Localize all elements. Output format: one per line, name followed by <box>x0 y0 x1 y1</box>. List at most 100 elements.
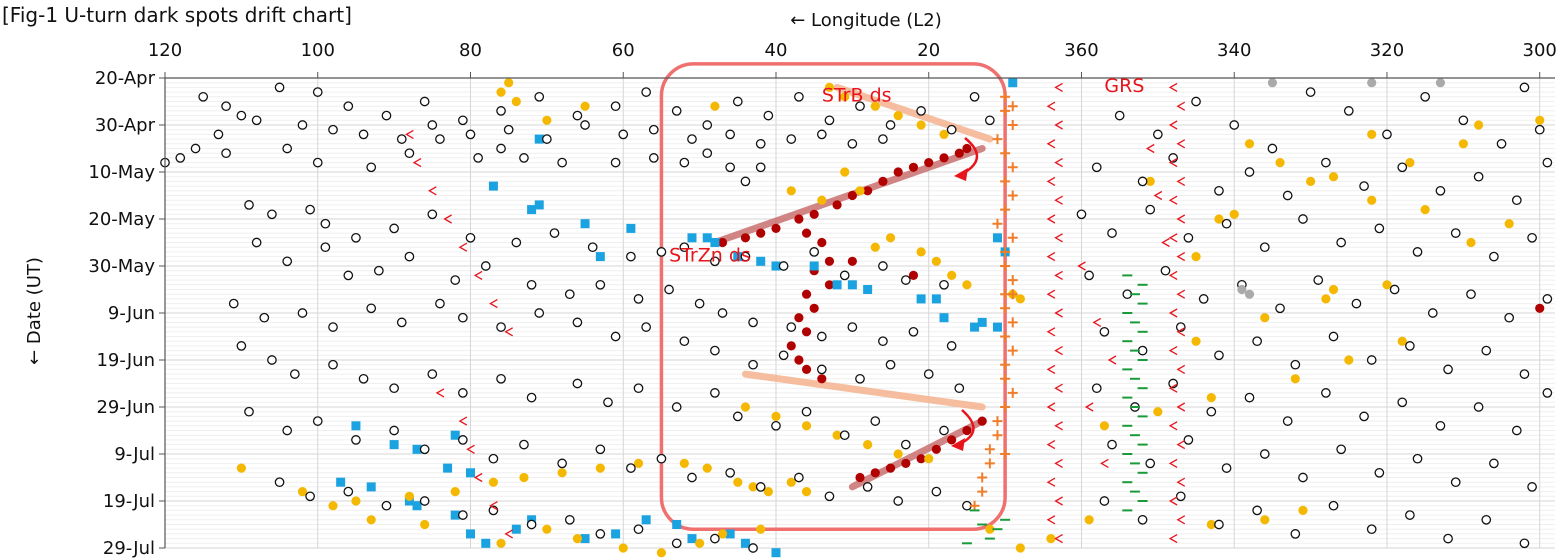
data-point-orange-plus <box>1000 303 1011 314</box>
data-point-yellow-dot <box>1290 374 1300 384</box>
data-point-open-circle <box>1374 467 1385 478</box>
data-point-open-circle <box>320 218 331 229</box>
data-point-yellow-dot <box>733 477 743 487</box>
data-point-open-circle <box>679 336 690 347</box>
data-point-open-circle <box>1259 449 1270 459</box>
data-point-red-mark <box>1046 252 1056 262</box>
data-point-open-circle <box>488 453 499 464</box>
data-point-red-mark <box>1168 496 1178 506</box>
data-point-open-circle <box>1091 162 1102 173</box>
data-point-open-circle <box>648 153 659 163</box>
data-point-open-circle <box>236 341 247 351</box>
data-point-open-circle <box>847 322 858 332</box>
data-point-red-mark <box>1054 458 1063 468</box>
data-point-open-circle <box>1389 284 1400 295</box>
data-point-open-circle <box>633 524 644 535</box>
data-point-yellow-dot <box>1214 214 1224 224</box>
data-point-blue-square <box>733 252 743 262</box>
data-point-red-mark <box>1046 289 1056 299</box>
data-point-blue-square <box>756 256 766 266</box>
data-point-blue-square <box>687 534 697 544</box>
data-point-open-circle <box>267 209 277 220</box>
data-point-open-circle <box>862 482 873 492</box>
data-point-yellow-dot <box>633 458 644 468</box>
data-point-open-circle <box>312 157 323 168</box>
data-point-orange-plus <box>992 416 1003 427</box>
data-point-blue-square <box>992 322 1002 332</box>
data-point-open-circle <box>427 369 438 379</box>
data-point-dark-red_dot <box>756 228 766 238</box>
data-point-open-circle <box>396 134 407 144</box>
data-point-dark-red_dot <box>817 237 827 248</box>
data-point-open-circle <box>1519 82 1530 93</box>
data-point-open-circle <box>251 237 262 248</box>
data-point-open-circle <box>343 270 354 281</box>
data-point-dark-red_dot <box>893 167 903 177</box>
data-point-open-circle <box>251 115 262 126</box>
data-point-red-mark <box>489 501 498 511</box>
data-point-dark-red_dot <box>870 468 880 478</box>
data-point-open-circle <box>435 134 445 144</box>
data-point-blue-square <box>366 482 376 492</box>
data-point-orange-plus <box>1007 232 1018 243</box>
data-point-yellow-dot <box>236 463 246 473</box>
data-point-orange-plus <box>1000 204 1011 215</box>
data-point-yellow-dot <box>1191 252 1201 262</box>
data-point-open-circle <box>1351 298 1362 309</box>
data-point-open-circle <box>847 138 858 149</box>
data-point-open-circle <box>343 486 354 497</box>
data-point-open-circle <box>687 472 697 483</box>
data-point-dark-red_dot <box>832 200 842 210</box>
data-point-open-circle <box>1473 171 1484 182</box>
data-point-yellow-dot <box>1298 505 1308 515</box>
data-point-dark-red_dot <box>824 280 835 290</box>
data-point-yellow-dot <box>702 463 712 473</box>
data-point-dark-red_dot <box>794 355 804 365</box>
data-point-red-mark <box>489 299 498 309</box>
data-point-blue-square <box>412 444 422 454</box>
data-point-open-circle <box>175 153 186 163</box>
data-point-open-circle <box>496 322 506 332</box>
data-point-open-circle <box>1290 529 1301 539</box>
data-point-open-circle <box>1259 242 1270 253</box>
data-point-red-mark <box>1176 364 1186 374</box>
data-point-open-circle <box>297 308 308 318</box>
data-point-open-circle <box>954 383 965 394</box>
data-point-yellow-dot <box>916 247 926 257</box>
data-point-blue-square <box>465 468 475 478</box>
data-point-yellow-dot <box>1206 519 1216 530</box>
data-point-yellow-dot <box>297 487 308 497</box>
data-point-red-mark <box>504 529 514 539</box>
data-point-open-circle <box>755 162 766 173</box>
data-point-open-circle <box>1489 458 1499 469</box>
data-point-open-circle <box>1282 416 1293 426</box>
data-point-yellow-dot <box>595 463 605 473</box>
x-tick-label: 20 <box>917 40 940 61</box>
data-point-open-circle <box>542 134 552 144</box>
data-point-open-circle <box>351 232 361 243</box>
data-point-open-circle <box>1427 308 1438 318</box>
data-point-open-circle <box>389 425 399 436</box>
data-point-open-circle <box>534 91 545 102</box>
data-point-red-mark <box>1100 458 1109 468</box>
data-point-red-mark <box>1168 270 1178 280</box>
data-point-yellow-dot <box>786 186 796 196</box>
data-point-open-circle <box>885 359 896 370</box>
data-point-blue-square <box>351 421 361 431</box>
data-point-open-circle <box>748 543 758 553</box>
data-point-red-mark <box>1168 158 1178 168</box>
data-point-open-circle <box>908 326 919 337</box>
y-tick-label: 30-May <box>88 256 155 277</box>
y-tick-label: 9-Jul <box>114 444 155 465</box>
data-point-dark-red_dot <box>717 237 728 248</box>
data-point-blue-square <box>443 463 453 473</box>
data-point-red-mark <box>1176 402 1186 412</box>
data-point-open-circle <box>1382 129 1392 140</box>
data-point-open-circle <box>534 308 545 318</box>
data-point-open-circle <box>236 110 247 121</box>
data-point-open-circle <box>351 435 361 445</box>
data-point-open-circle <box>755 482 766 492</box>
data-point-yellow-dot <box>763 487 773 497</box>
data-point-open-circle <box>1275 303 1285 314</box>
data-point-red-mark <box>1176 214 1186 224</box>
